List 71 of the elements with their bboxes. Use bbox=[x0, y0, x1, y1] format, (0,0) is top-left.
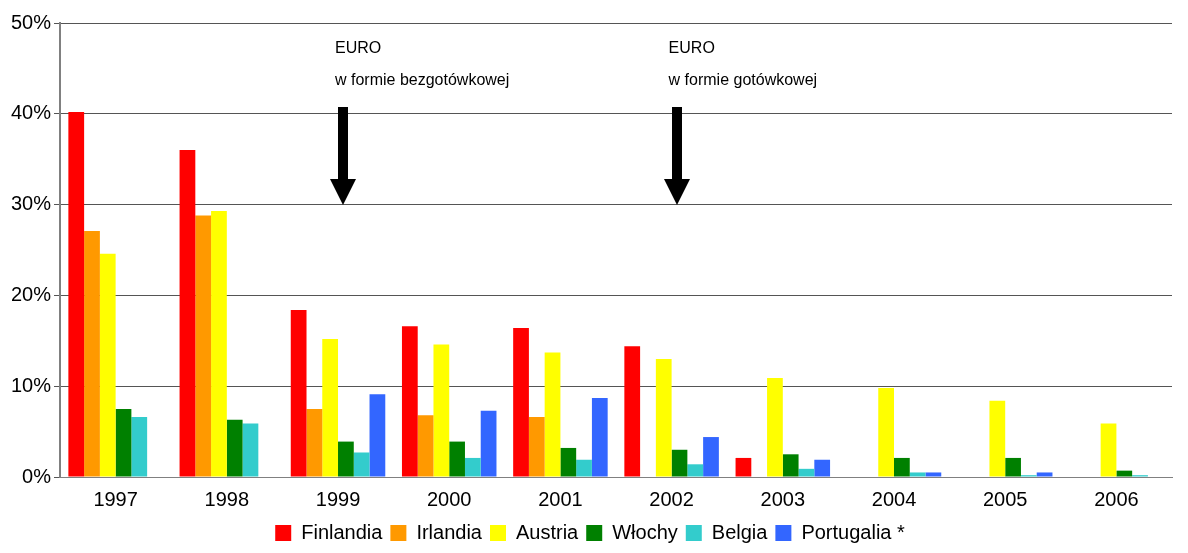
bar bbox=[735, 457, 752, 477]
bar bbox=[576, 459, 592, 477]
bar bbox=[179, 150, 196, 477]
bar bbox=[624, 346, 641, 477]
bar bbox=[782, 454, 799, 477]
bar bbox=[528, 417, 545, 477]
bar bbox=[68, 111, 85, 477]
y-tick-label: 30% bbox=[11, 192, 52, 215]
bar bbox=[1036, 472, 1053, 477]
bar bbox=[433, 344, 450, 477]
x-tick-label: 1999 bbox=[315, 487, 361, 510]
bar bbox=[1005, 457, 1021, 477]
x-tick-label: 2006 bbox=[1094, 487, 1139, 510]
bar bbox=[464, 457, 481, 477]
bar bbox=[353, 452, 370, 477]
bar bbox=[84, 230, 100, 477]
bar bbox=[513, 328, 529, 477]
x-tick-label: 2004 bbox=[871, 487, 917, 510]
bar bbox=[1116, 470, 1133, 477]
annotation: EURO w formie gotówkowej bbox=[667, 38, 818, 88]
x-tick-label: 2001 bbox=[538, 487, 583, 510]
x-tick-label: 2003 bbox=[760, 487, 806, 510]
bar bbox=[909, 472, 926, 477]
bar bbox=[338, 441, 354, 477]
bar bbox=[925, 472, 942, 477]
bar bbox=[703, 437, 719, 477]
bar bbox=[1100, 423, 1117, 477]
bar bbox=[306, 408, 323, 477]
x-tick-label: 2002 bbox=[649, 487, 694, 510]
legend-label: Belgia bbox=[711, 520, 769, 543]
bar bbox=[814, 459, 831, 477]
x-tick-label: 2000 bbox=[426, 487, 472, 510]
y-tick-label: 10% bbox=[11, 373, 52, 396]
bar bbox=[591, 398, 608, 477]
bar bbox=[480, 410, 497, 477]
bar bbox=[894, 457, 910, 477]
y-tick-label: 20% bbox=[11, 282, 52, 305]
bar bbox=[369, 394, 386, 477]
y-tick-label: 50% bbox=[11, 10, 52, 33]
bar bbox=[878, 388, 895, 477]
bar bbox=[115, 408, 132, 477]
bar bbox=[195, 215, 212, 477]
x-tick-label: 1998 bbox=[204, 487, 250, 510]
y-tick-label: 0% bbox=[22, 464, 52, 487]
bar bbox=[655, 358, 672, 477]
bar bbox=[290, 309, 307, 477]
bar bbox=[671, 449, 688, 477]
x-tick-label: 2005 bbox=[982, 487, 1028, 510]
bar bbox=[226, 419, 243, 477]
y-tick-label: 40% bbox=[11, 101, 52, 124]
bar bbox=[687, 464, 704, 477]
x-tick-label: 1997 bbox=[93, 487, 138, 510]
bar bbox=[798, 468, 815, 477]
bar bbox=[417, 415, 434, 477]
legend-label: Irlandia bbox=[416, 520, 483, 543]
bar bbox=[767, 378, 783, 477]
bar bbox=[989, 400, 1006, 477]
bar bbox=[131, 417, 148, 477]
legend-label: Włochy bbox=[612, 520, 678, 543]
bar bbox=[322, 338, 339, 477]
legend-label: Portugalia * bbox=[801, 520, 905, 543]
annotation: EURO w formie bezgotówkowej bbox=[334, 38, 510, 88]
bar bbox=[211, 210, 227, 477]
bar bbox=[544, 352, 561, 477]
bar bbox=[401, 326, 418, 477]
bar bbox=[242, 423, 259, 477]
legend-label: Austria bbox=[515, 520, 580, 543]
bar bbox=[449, 441, 465, 477]
bar bbox=[560, 447, 577, 477]
bar bbox=[99, 253, 116, 477]
legend-label: Finlandia bbox=[301, 520, 384, 543]
